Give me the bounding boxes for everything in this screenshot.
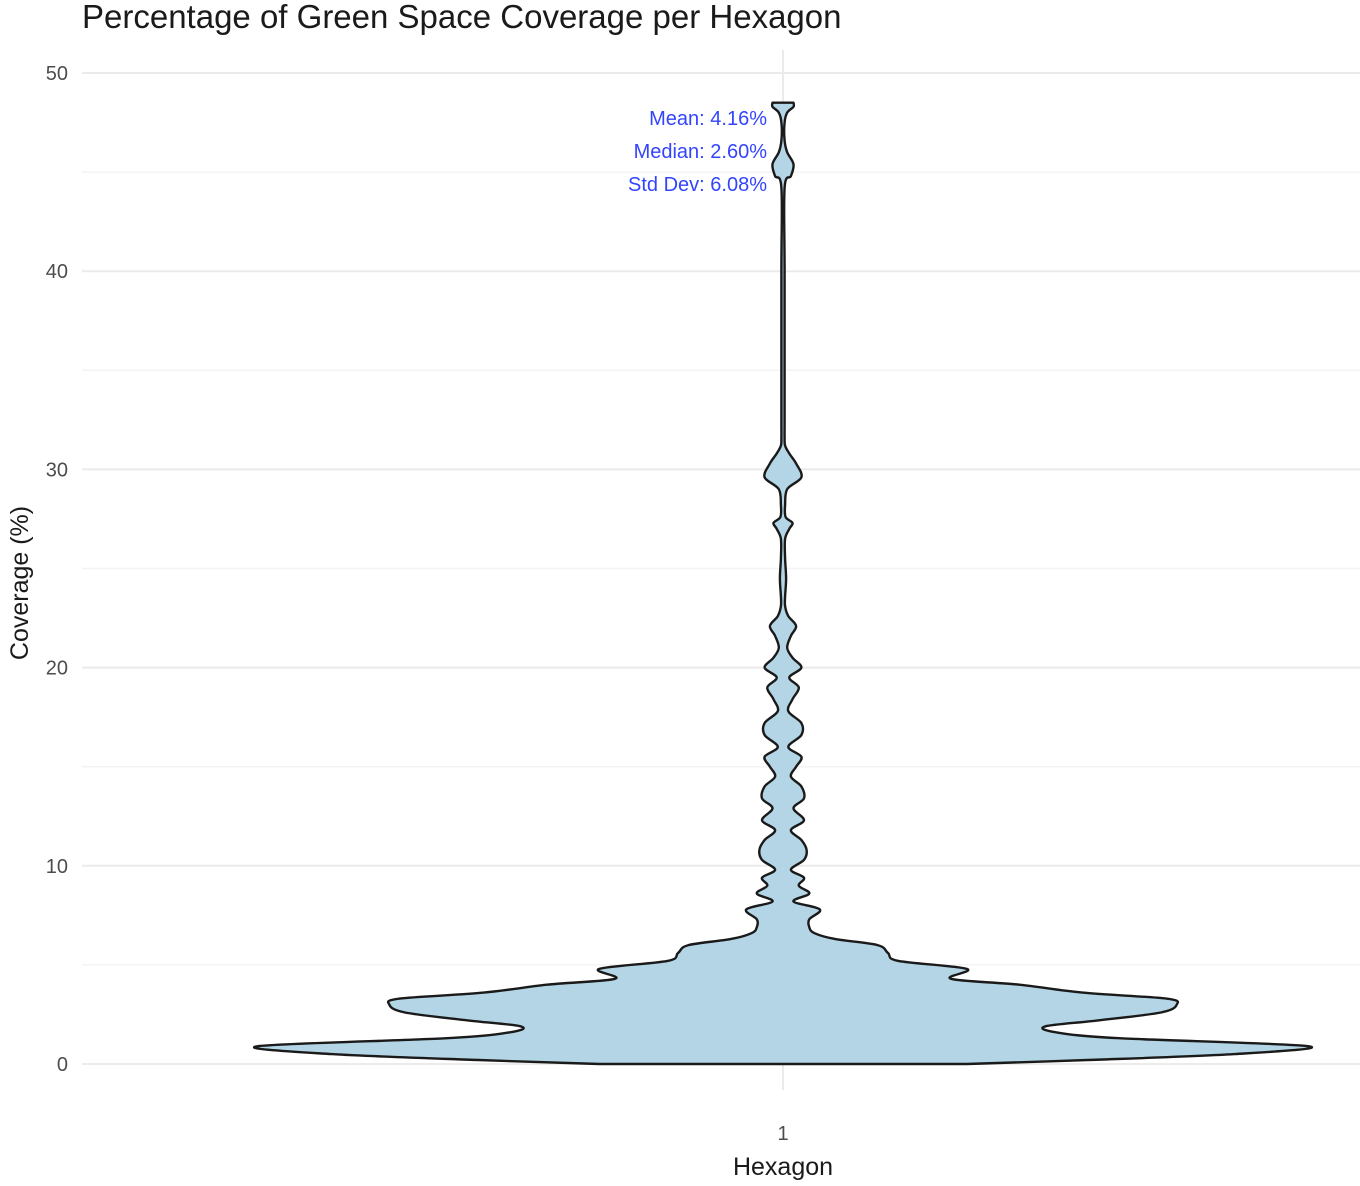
x-axis-title: Hexagon <box>733 1153 833 1181</box>
chart-title: Percentage of Green Space Coverage per H… <box>82 0 841 35</box>
y-tick-label: 40 <box>46 261 68 283</box>
stat-annotations: Mean: 4.16% Median: 2.60% Std Dev: 6.08% <box>628 108 767 196</box>
violin-body <box>253 101 1313 1066</box>
stat-annotation: Mean: 4.16% <box>649 108 767 130</box>
stat-annotation: Std Dev: 6.08% <box>628 174 767 196</box>
y-tick-label: 30 <box>46 459 68 481</box>
x-axis-ticks: 1 <box>777 1123 788 1145</box>
gridlines <box>82 50 1360 1090</box>
y-tick-label: 50 <box>46 63 68 85</box>
y-axis-ticks: 0 10 20 30 40 50 <box>46 63 68 1076</box>
y-tick-label: 0 <box>57 1054 68 1076</box>
x-tick-label: 1 <box>777 1123 788 1145</box>
y-tick-label: 20 <box>46 658 68 680</box>
y-axis-title: Coverage (%) <box>6 506 34 660</box>
y-tick-label: 10 <box>46 856 68 878</box>
stat-annotation: Median: 2.60% <box>634 141 768 163</box>
